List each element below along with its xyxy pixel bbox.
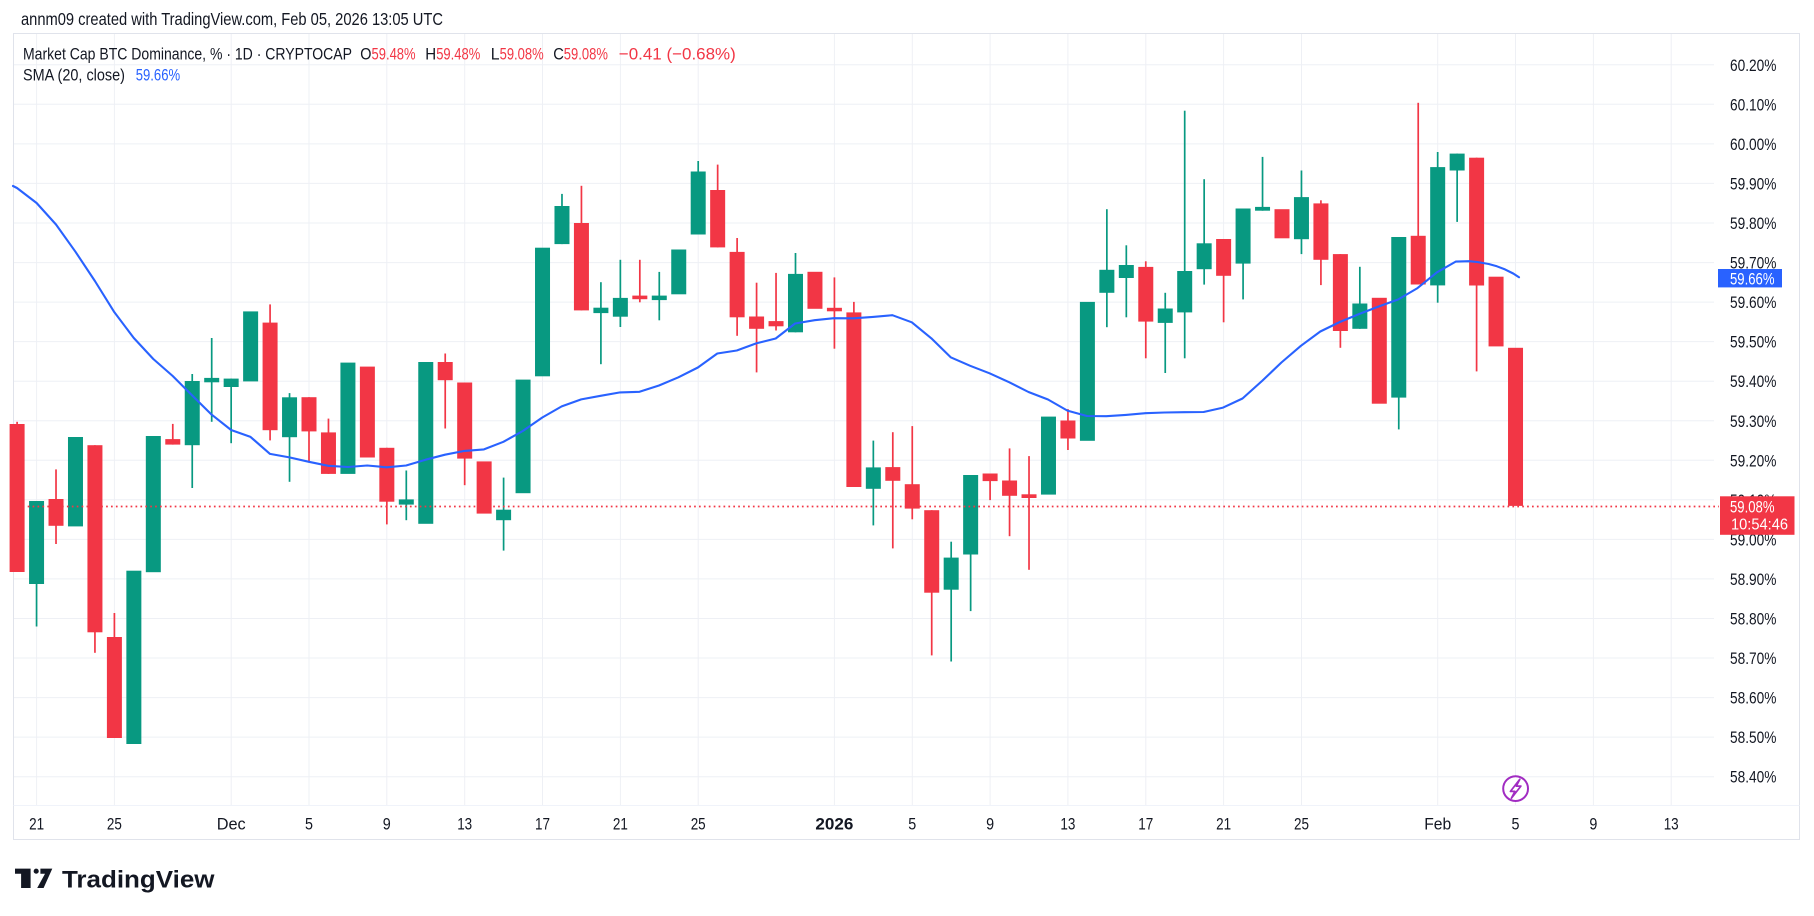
svg-text:60.00%: 60.00%	[1730, 135, 1777, 154]
svg-text:5: 5	[908, 815, 916, 834]
svg-text:58.60%: 58.60%	[1730, 689, 1777, 708]
svg-text:5: 5	[1512, 815, 1520, 834]
svg-text:9: 9	[383, 815, 391, 834]
svg-text:Dec: Dec	[217, 815, 246, 834]
svg-text:10:54:46: 10:54:46	[1731, 517, 1788, 534]
svg-text:59.66%: 59.66%	[136, 66, 181, 85]
svg-text:25: 25	[691, 815, 706, 834]
svg-text:60.10%: 60.10%	[1730, 95, 1777, 114]
svg-text:25: 25	[107, 815, 122, 834]
svg-text:59.70%: 59.70%	[1730, 254, 1777, 273]
svg-text:59.08%: 59.08%	[1730, 498, 1775, 517]
svg-text:58.80%: 58.80%	[1730, 610, 1777, 629]
svg-text:SMA (20, close): SMA (20, close)	[23, 66, 125, 85]
svg-text:59.60%: 59.60%	[1730, 293, 1777, 312]
svg-text:21: 21	[1216, 815, 1231, 834]
svg-text:13: 13	[1664, 815, 1679, 834]
svg-text:9: 9	[986, 815, 994, 834]
svg-text:59.48%: 59.48%	[436, 45, 480, 64]
svg-text:5: 5	[305, 815, 313, 834]
svg-text:C: C	[553, 45, 564, 64]
svg-text:59.30%: 59.30%	[1730, 412, 1777, 431]
svg-text:L: L	[491, 45, 500, 64]
svg-text:9: 9	[1589, 815, 1597, 834]
svg-text:59.66%: 59.66%	[1730, 269, 1775, 288]
svg-text:13: 13	[1060, 815, 1075, 834]
svg-text:O: O	[360, 45, 371, 64]
svg-text:annm09 created with TradingVie: annm09 created with TradingView.com, Feb…	[21, 9, 443, 29]
svg-text:58.40%: 58.40%	[1730, 768, 1777, 787]
svg-text:Feb: Feb	[1424, 815, 1451, 834]
svg-text:58.90%: 58.90%	[1730, 570, 1777, 589]
svg-text:58.70%: 58.70%	[1730, 649, 1777, 668]
svg-text:58.50%: 58.50%	[1730, 728, 1777, 747]
svg-text:17: 17	[535, 815, 550, 834]
svg-text:13: 13	[457, 815, 472, 834]
svg-text:59.50%: 59.50%	[1730, 333, 1777, 352]
svg-text:21: 21	[613, 815, 628, 834]
svg-text:H: H	[425, 45, 436, 64]
svg-text:TradingView: TradingView	[62, 866, 215, 893]
svg-text:Market Cap BTC Dominance, % ·: Market Cap BTC Dominance, % · 1D · CRYPT…	[23, 45, 352, 64]
svg-text:59.20%: 59.20%	[1730, 451, 1777, 470]
svg-text:60.20%: 60.20%	[1730, 56, 1777, 75]
svg-text:59.08%: 59.08%	[500, 45, 544, 64]
svg-text:59.48%: 59.48%	[372, 45, 416, 64]
svg-text:59.80%: 59.80%	[1730, 214, 1777, 233]
svg-text:59.08%: 59.08%	[564, 45, 608, 64]
svg-text:21: 21	[29, 815, 44, 834]
svg-text:17: 17	[1138, 815, 1153, 834]
svg-text:59.90%: 59.90%	[1730, 174, 1777, 193]
svg-text:25: 25	[1294, 815, 1309, 834]
svg-text:59.00%: 59.00%	[1730, 530, 1777, 549]
svg-text:2026: 2026	[815, 815, 853, 834]
svg-text:−0.41 (−0.68%): −0.41 (−0.68%)	[619, 45, 736, 64]
svg-text:59.40%: 59.40%	[1730, 372, 1777, 391]
